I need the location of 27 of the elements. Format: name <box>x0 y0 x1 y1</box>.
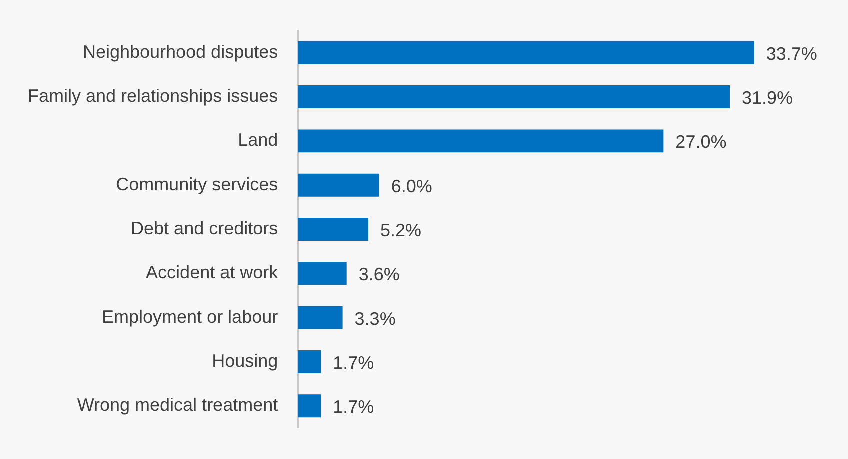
bar <box>298 86 730 109</box>
data-label: 27.0% <box>676 132 727 152</box>
data-label: 31.9% <box>742 88 794 108</box>
bar <box>298 218 369 241</box>
data-label: 33.7% <box>766 44 818 64</box>
y-tick-label: Neighbourhood disputes <box>82 42 278 62</box>
y-tick-label: Accident at work <box>146 262 280 283</box>
y-tick-label: Family and relationships issues <box>28 86 278 106</box>
y-tick-label: Community services <box>116 174 278 194</box>
data-label: 1.7% <box>333 397 374 418</box>
bar <box>298 130 664 153</box>
data-label: 3.6% <box>358 264 400 285</box>
bar <box>298 394 322 418</box>
data-label: 5.2% <box>380 220 422 240</box>
y-tick-label: Debt and creditors <box>131 218 278 238</box>
y-tick-label: Wrong medical treatment <box>77 395 278 416</box>
bar <box>298 306 343 330</box>
data-label: 3.3% <box>354 308 396 329</box>
bar <box>298 174 380 197</box>
data-label: 1.7% <box>333 352 374 373</box>
bar <box>298 262 347 286</box>
bar <box>298 350 322 374</box>
y-tick-label: Employment or labour <box>102 306 278 327</box>
y-tick-label: Housing <box>212 350 278 371</box>
data-label: 6.0% <box>391 176 432 196</box>
bar <box>298 41 754 64</box>
y-tick-label: Land <box>238 130 278 150</box>
